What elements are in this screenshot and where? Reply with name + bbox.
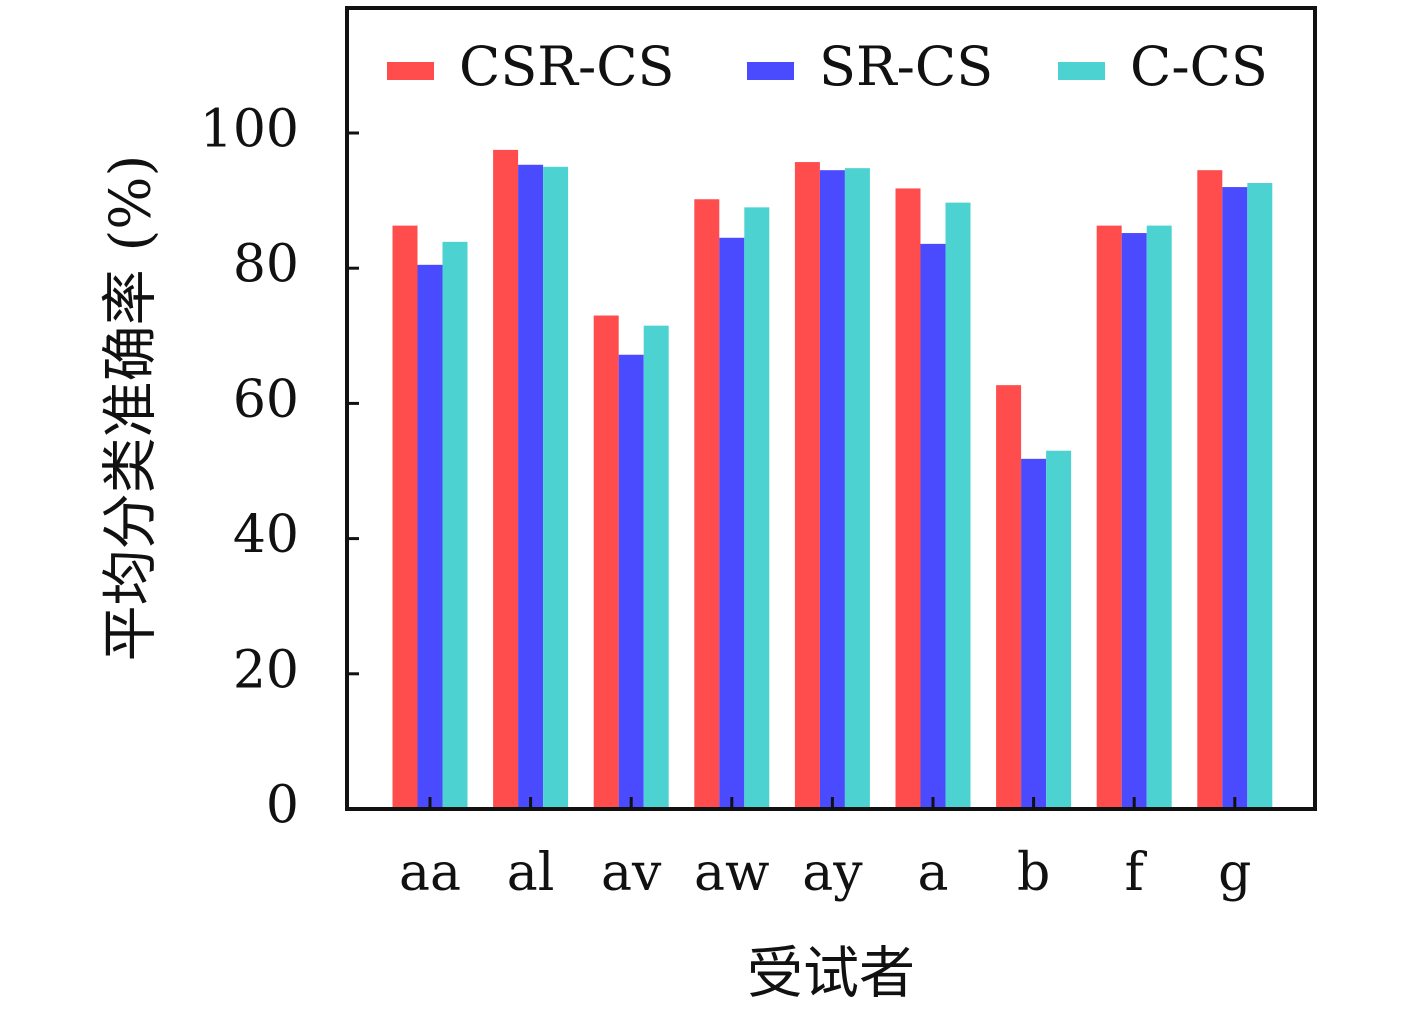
bar-sr-cs-ay	[820, 170, 845, 809]
bar-c-cs-ay	[845, 168, 870, 809]
bar-sr-cs-a	[921, 244, 946, 809]
x-tick-label: aw	[694, 843, 770, 903]
y-tick-label: 60	[233, 370, 299, 430]
legend-label-c-cs: C-CS	[1130, 35, 1268, 98]
legend-swatch-csr-cs	[387, 62, 434, 80]
bar-sr-cs-g	[1222, 187, 1247, 809]
legend-label-csr-cs: CSR-CS	[459, 35, 675, 98]
bar-sr-cs-f	[1122, 233, 1147, 809]
bar-csr-cs-ay	[795, 162, 820, 809]
x-tick-label: f	[1125, 843, 1148, 903]
bar-csr-cs-aa	[393, 226, 418, 809]
legend-swatch-c-cs	[1058, 62, 1105, 80]
y-tick-label: 100	[200, 100, 299, 160]
x-tick-label: av	[601, 843, 662, 903]
y-tick-label: 20	[233, 640, 299, 700]
bar-csr-cs-a	[896, 188, 921, 809]
y-tick-label: 0	[266, 776, 299, 836]
bar-csr-cs-f	[1097, 226, 1122, 809]
bar-c-cs-b	[1046, 451, 1071, 809]
bar-chart: aa al av aw ay a b f g 0 20 40 60 80 100 CSR-CS SR-CS C-…	[0, 0, 1417, 1016]
x-axis-title: 受试者	[747, 942, 915, 1007]
bar-c-cs-al	[543, 167, 568, 809]
bar-c-cs-av	[644, 326, 669, 809]
x-tick-label: b	[1017, 843, 1050, 903]
bar-c-cs-a	[946, 203, 971, 809]
bars-layer	[393, 150, 1273, 809]
bar-c-cs-g	[1247, 183, 1272, 809]
x-tick-label: aa	[399, 843, 461, 903]
bar-c-cs-aw	[744, 207, 769, 809]
bar-csr-cs-aw	[694, 199, 719, 809]
x-tick-label: al	[507, 843, 555, 903]
bar-sr-cs-av	[619, 355, 644, 809]
bar-sr-cs-al	[518, 165, 543, 809]
bar-sr-cs-aw	[719, 238, 744, 809]
y-tick-label: 80	[233, 235, 299, 295]
y-tick-label: 40	[233, 505, 299, 565]
bar-sr-cs-b	[1021, 459, 1046, 809]
legend-swatch-sr-cs	[747, 62, 794, 80]
legend-label-sr-cs: SR-CS	[819, 35, 993, 98]
bar-c-cs-aa	[443, 242, 468, 809]
bar-csr-cs-g	[1197, 170, 1222, 809]
bar-csr-cs-b	[996, 385, 1021, 809]
bar-sr-cs-aa	[418, 265, 443, 809]
legend: CSR-CS SR-CS C-CS	[387, 35, 1268, 98]
x-tick-label: ay	[802, 843, 863, 903]
bar-csr-cs-av	[594, 316, 619, 809]
bar-c-cs-f	[1147, 226, 1172, 809]
x-tick-label: g	[1218, 843, 1251, 903]
x-tick-label: a	[917, 843, 948, 903]
y-axis-title: 平均分类准确率 (%)	[99, 155, 164, 662]
bar-csr-cs-al	[493, 150, 518, 809]
